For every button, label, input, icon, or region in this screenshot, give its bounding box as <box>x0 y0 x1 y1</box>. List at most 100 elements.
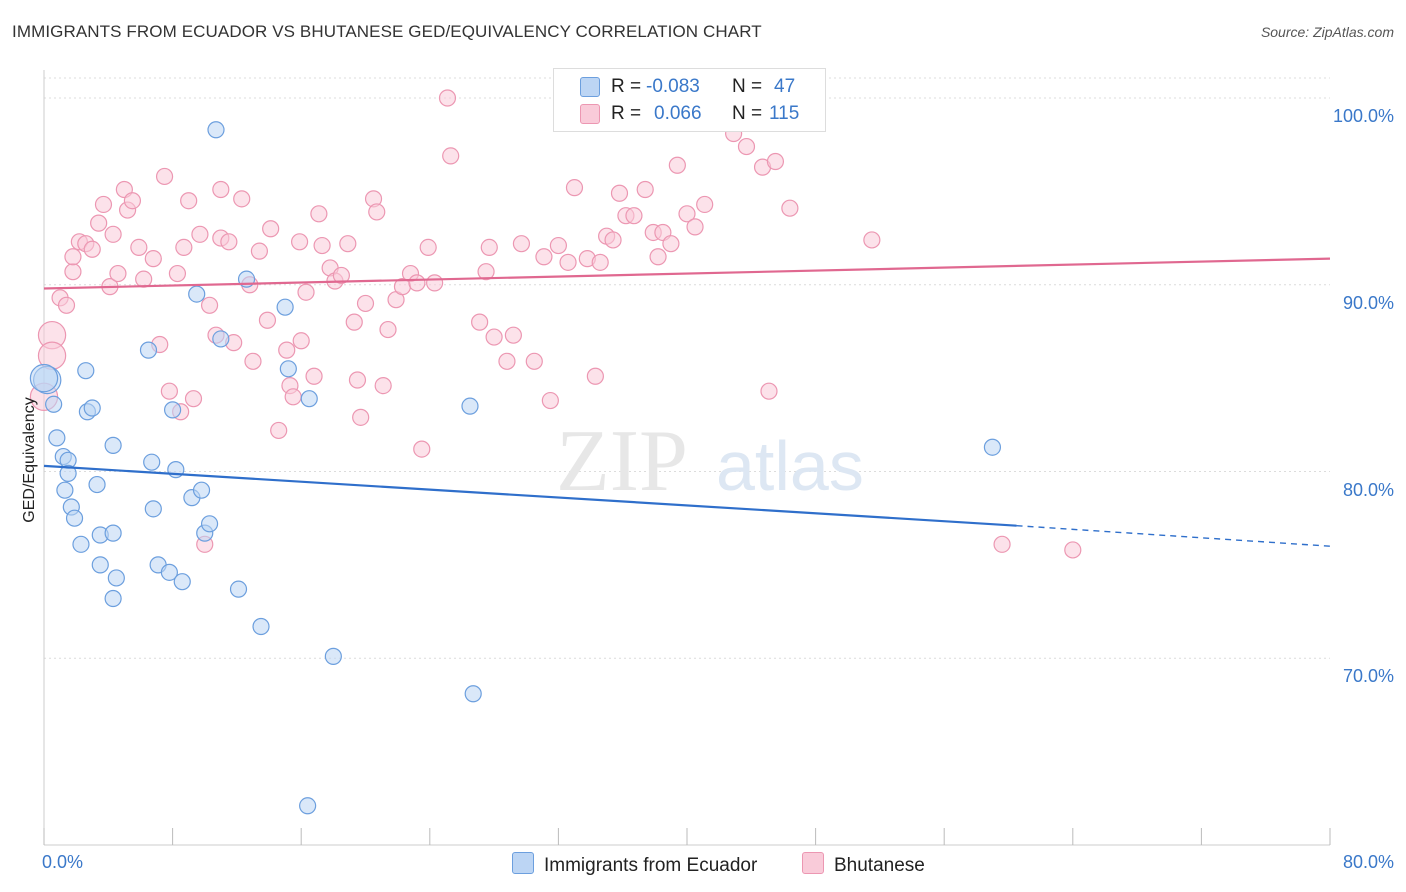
bhutanese-point <box>760 382 778 400</box>
bhutanese-trend-line <box>43 257 1331 290</box>
bottom-legend-bhutanese: Bhutanese <box>802 852 925 877</box>
legend-row-ecuador: R = -0.083 N = 47 <box>554 74 825 100</box>
bhutanese-point <box>313 236 331 255</box>
bhutanese-point <box>290 233 309 251</box>
ecuador-point <box>29 363 59 393</box>
bhutanese-point <box>368 203 386 221</box>
bhutanese-point <box>477 263 495 281</box>
ecuador-trend-line <box>43 464 1017 527</box>
bhutanese-point <box>352 408 370 426</box>
ecuador-point <box>188 285 206 303</box>
ecuador-point <box>56 481 74 499</box>
ecuador-trend-extension <box>1016 524 1331 547</box>
ecuador-point <box>164 401 182 419</box>
bhutanese-point <box>258 311 277 329</box>
bhutanese-point <box>262 220 280 238</box>
legend-n-label: N = <box>732 103 763 124</box>
bottom-legend-ecuador: Immigrants from Ecuador <box>512 852 757 877</box>
ecuador-point <box>279 360 297 378</box>
bhutanese-point <box>292 332 310 350</box>
ecuador-point <box>104 589 122 608</box>
legend-row-bhutanese: R = 0.066 N = 115 <box>554 101 825 127</box>
ecuador-point <box>48 429 66 447</box>
bhutanese-point <box>345 313 363 331</box>
source-credit: Source: ZipAtlas.com <box>1260 24 1394 40</box>
ecuador-point <box>212 330 230 348</box>
x-tick-label-max: 80.0% <box>1342 852 1394 872</box>
bhutanese-point <box>586 367 604 385</box>
bhutanese-point <box>471 313 489 331</box>
watermark-atlas: atlas <box>716 427 864 505</box>
ecuador-point <box>72 535 90 553</box>
bhutanese-point <box>130 238 148 257</box>
bhutanese-point <box>200 296 219 314</box>
legend-r-label: R = <box>611 76 642 97</box>
legend-n-label: N = <box>732 76 763 97</box>
bhutanese-point <box>625 207 643 225</box>
bhutanese-point <box>348 371 367 389</box>
bhutanese-point <box>419 238 437 257</box>
y-tick-label: 80.0% <box>1342 479 1394 500</box>
axes <box>43 70 1331 846</box>
bhutanese-point <box>426 274 444 292</box>
bhutanese-point <box>549 236 568 255</box>
bhutanese-point <box>766 152 785 171</box>
bhutanese-point <box>270 421 288 440</box>
bhutanese-point <box>1064 541 1082 559</box>
bhutanese-point <box>610 184 629 202</box>
bhutanese-point <box>94 195 113 214</box>
bhutanese-point <box>184 390 203 408</box>
ecuador-point <box>276 298 294 316</box>
bhutanese-point <box>160 382 178 400</box>
bhutanese-point <box>57 296 76 314</box>
bhutanese-point <box>662 235 680 253</box>
bhutanese-point <box>297 283 315 301</box>
bhutanese-point <box>636 180 654 199</box>
bhutanese-point <box>168 264 187 283</box>
ecuador-point <box>139 341 158 359</box>
bhutanese-point <box>144 250 162 268</box>
bhutanese-point <box>686 218 704 236</box>
bhutanese-point <box>413 440 431 458</box>
x-tick-label-min: 0.0% <box>42 852 84 872</box>
bottom-legend-label-bhutanese: Bhutanese <box>834 855 925 876</box>
bhutanese-point <box>123 192 142 210</box>
ecuador-point <box>461 397 479 415</box>
ecuador-point <box>299 797 317 815</box>
ecuador-point <box>207 121 225 139</box>
bhutanese-point <box>278 341 296 359</box>
bhutanese-point <box>379 320 397 339</box>
bhutanese-point <box>191 225 209 243</box>
ecuador-point <box>143 453 161 471</box>
bhutanese-point <box>565 179 584 197</box>
ecuador-point <box>300 390 318 408</box>
ecuador-point <box>464 685 482 703</box>
bhutanese-point <box>212 180 230 199</box>
bhutanese-point <box>668 156 686 174</box>
bhutanese-point <box>696 195 714 214</box>
legend-r-value: -0.083 <box>646 76 700 97</box>
ecuador-point <box>160 563 178 581</box>
bottom-legend-label-ecuador: Immigrants from Ecuador <box>544 855 758 876</box>
ecuador-point <box>77 362 95 380</box>
bhutanese-point <box>233 190 251 208</box>
bhutanese-point <box>284 388 302 406</box>
bhutanese-point <box>535 248 553 266</box>
ecuador-point <box>229 580 248 598</box>
bhutanese-point <box>541 391 559 410</box>
bhutanese-point <box>90 214 108 232</box>
ecuador-point <box>107 569 125 587</box>
ecuador-point <box>104 436 122 454</box>
y-tick-label: 70.0% <box>1342 666 1394 687</box>
bhutanese-point <box>64 248 82 266</box>
bhutanese-point <box>442 147 460 165</box>
bhutanese-point <box>180 192 198 210</box>
bhutanese-point <box>83 240 101 258</box>
ecuador-point <box>83 399 101 417</box>
chart-title: IMMIGRANTS FROM ECUADOR VS BHUTANESE GED… <box>12 22 762 41</box>
ecuador-point <box>192 481 211 499</box>
ecuador-point <box>173 573 191 591</box>
ecuador-point <box>983 438 1002 456</box>
bottom-legend-swatch-ecuador <box>512 852 534 874</box>
ecuador-point <box>144 500 162 518</box>
